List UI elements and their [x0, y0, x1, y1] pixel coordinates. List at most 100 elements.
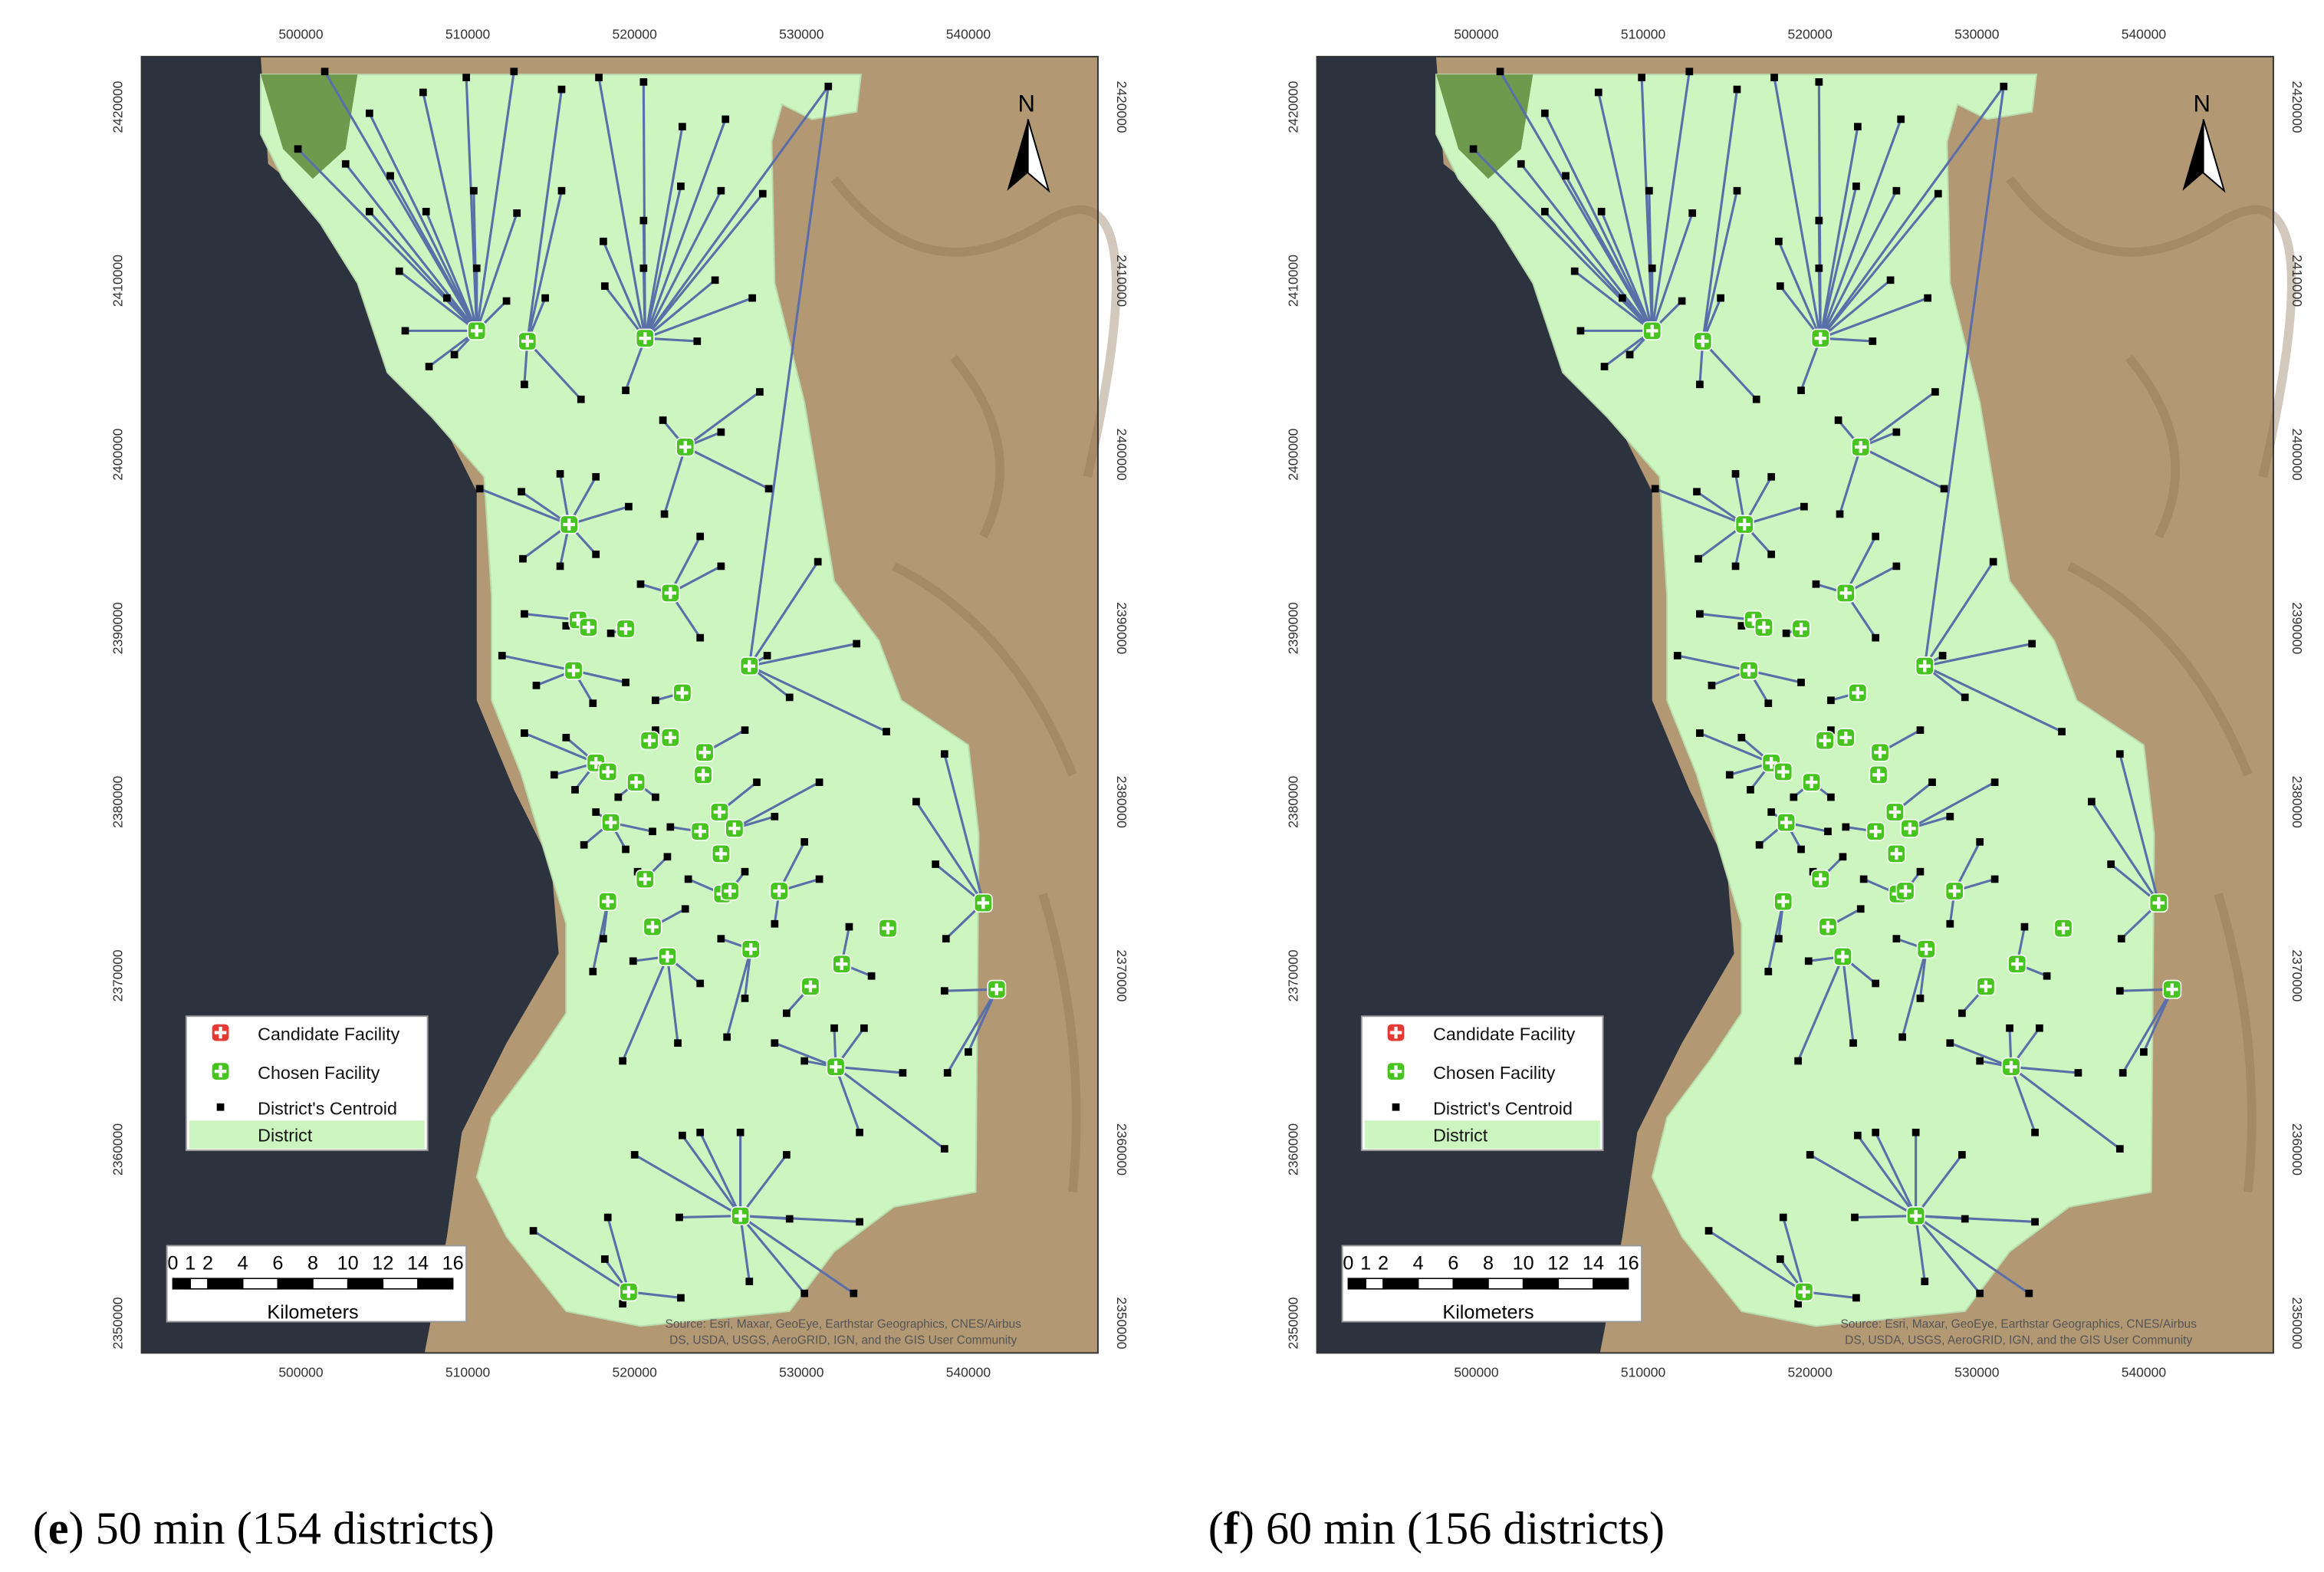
allocation-line — [915, 801, 984, 904]
district-centroid — [1872, 1128, 1880, 1136]
district-centroid — [696, 532, 705, 541]
chosen-facility-plus — [2166, 983, 2178, 996]
district-centroid — [619, 1300, 627, 1308]
legend-label: District's Centroid — [258, 1098, 397, 1118]
chosen-facility-plus — [2005, 1061, 2017, 1074]
allocation-line — [479, 487, 570, 526]
x-coordinate-label: 500000 — [278, 1364, 324, 1380]
district-centroid — [1625, 350, 1634, 359]
district-centroid — [600, 935, 607, 943]
district-centroid — [736, 1128, 745, 1136]
district-centroid — [320, 67, 329, 76]
district-centroid — [1916, 995, 1925, 1002]
district-centroid — [1976, 1057, 1984, 1065]
district-centroid — [639, 216, 648, 225]
district-centroid — [1797, 679, 1805, 686]
chosen-facility-plus — [1869, 825, 1882, 838]
y-coordinate-label: 2350000 — [1114, 1297, 1129, 1349]
scale-segment — [1382, 1278, 1419, 1290]
chosen-facility-plus — [715, 847, 728, 860]
allocation-line — [526, 190, 564, 342]
district-centroid — [1717, 294, 1724, 302]
district-centroid — [1764, 699, 1773, 708]
district-centroid — [1989, 557, 1997, 566]
scale-label: 6 — [272, 1253, 283, 1274]
north-label: N — [1017, 90, 1034, 117]
allocation-line — [739, 1215, 855, 1294]
district-centroid — [666, 823, 675, 831]
allocation-line — [644, 192, 764, 340]
chosen-facility-plus — [1814, 332, 1827, 344]
district-centroid — [785, 693, 794, 702]
district-centroid — [899, 1069, 907, 1077]
district-centroid — [636, 580, 645, 588]
chosen-facility-plus — [773, 885, 785, 897]
allocation-line — [524, 732, 597, 765]
district-centroid — [1827, 726, 1835, 734]
allocation-line — [835, 1065, 903, 1074]
x-coordinate-label: 530000 — [1954, 1364, 2000, 1380]
district-centroid — [800, 1057, 809, 1065]
district-centroid — [717, 186, 725, 195]
chosen-facility-plus — [1904, 822, 1916, 835]
allocation-line — [663, 446, 687, 515]
district-centroid — [1678, 297, 1686, 305]
allocation-line — [1701, 340, 1757, 400]
district-centroid — [2031, 1218, 2039, 1226]
chosen-facility-plus — [2010, 958, 2023, 970]
allocation-line — [644, 297, 753, 340]
district-centroid — [1651, 485, 1659, 493]
district-centroid — [1696, 380, 1704, 389]
district-centroid — [1856, 905, 1865, 913]
chosen-facility-plus — [697, 768, 709, 781]
scale-segment — [1417, 1278, 1455, 1290]
x-coordinate-label: 500000 — [1454, 27, 1499, 42]
source-text: DS, USDA, USGS, AeroGRID, IGN, and the G… — [1845, 1334, 2192, 1347]
north-arrow — [2202, 119, 2226, 193]
district-centroid — [1938, 652, 1947, 659]
scale-label: 6 — [1448, 1253, 1458, 1274]
chosen-facility-plus — [623, 1285, 635, 1298]
district-centroid — [521, 610, 528, 618]
district-centroid — [502, 297, 511, 305]
chosen-facility-plus — [590, 757, 602, 769]
chosen-facility-plus — [1839, 587, 1852, 600]
district-centroid — [814, 557, 822, 566]
district-centroid — [1806, 1151, 1814, 1159]
allocation-line — [834, 1066, 861, 1133]
district-centroid — [1872, 633, 1880, 642]
district-centroid — [830, 1024, 838, 1032]
allocation-line — [943, 753, 984, 903]
north-arrow — [2182, 119, 2204, 191]
district-centroid — [1688, 209, 1697, 217]
district-centroid — [519, 554, 527, 563]
scale-segment — [189, 1278, 209, 1290]
district-centroid — [856, 1128, 863, 1136]
district-centroid — [600, 1255, 609, 1263]
allocation-line — [501, 654, 574, 672]
allocation-line — [835, 1066, 945, 1150]
y-coordinate-label: 2400000 — [1285, 428, 1300, 480]
district-centroid — [676, 1213, 683, 1222]
chosen-facility-plus — [639, 332, 652, 344]
district-centroid — [783, 1151, 791, 1159]
district-centroid — [1752, 395, 1760, 403]
legend-chosen-icon-plus — [1389, 1065, 1402, 1077]
x-coordinate-label: 510000 — [445, 27, 491, 42]
source-text: DS, USDA, USGS, AeroGRID, IGN, and the G… — [669, 1334, 1017, 1347]
scale-label: 4 — [1413, 1253, 1424, 1274]
district-centroid — [571, 786, 579, 794]
allocation-line — [1909, 781, 1996, 830]
chosen-facility-plus — [1795, 623, 1807, 635]
district-centroid — [1916, 867, 1925, 876]
district-centroid — [2043, 972, 2051, 980]
district-centroid — [443, 294, 451, 302]
district-centroid — [1931, 388, 1939, 396]
district-centroid — [1804, 957, 1813, 965]
chosen-facility-plus — [743, 659, 756, 673]
district-centroid — [912, 798, 920, 806]
x-coordinate-label: 510000 — [1621, 27, 1666, 42]
x-coordinate-label: 510000 — [445, 1364, 491, 1380]
district-centroid — [679, 1131, 686, 1140]
district-area — [1435, 74, 2155, 1327]
